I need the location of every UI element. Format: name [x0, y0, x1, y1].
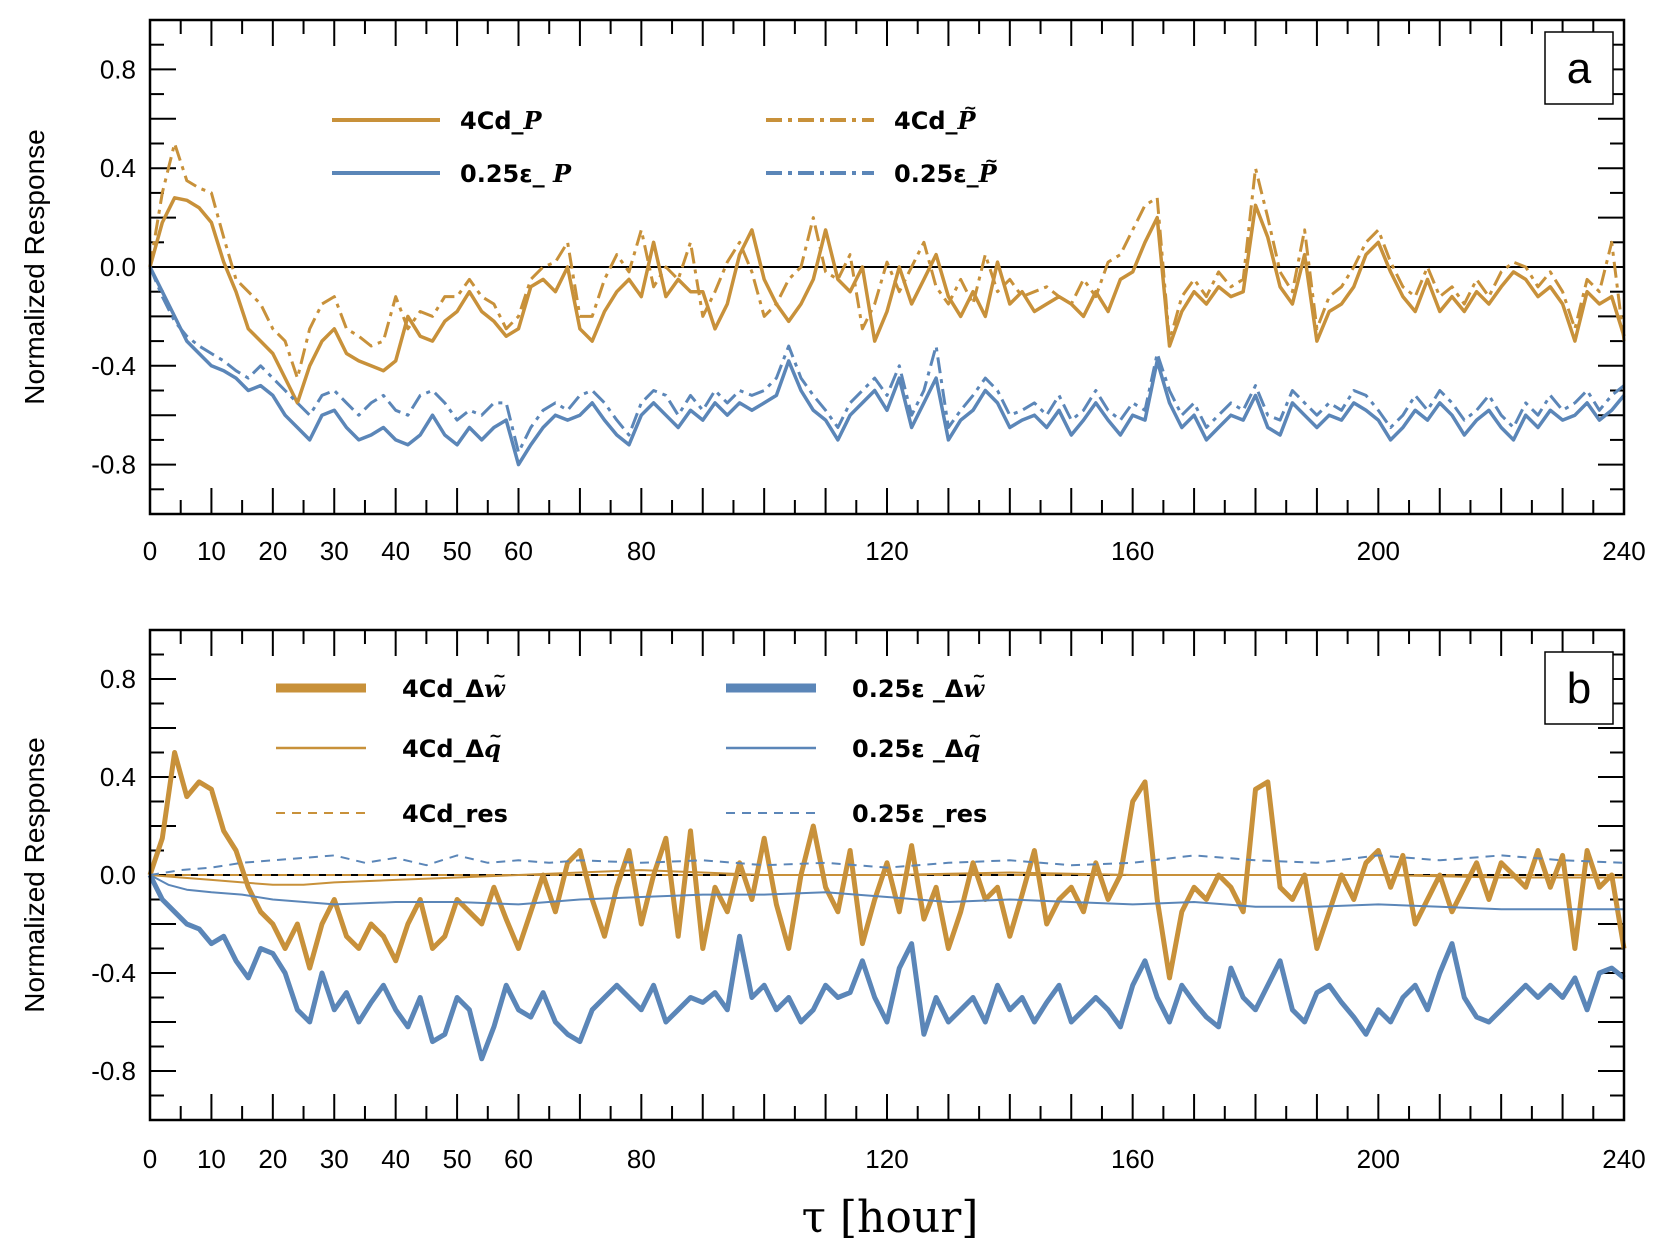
panel-a-ytick-labels: 0.8 0.4 0.0 -0.4 -0.8 — [91, 54, 136, 479]
series-line-4Cd_Δw~ — [150, 753, 1624, 978]
legend-label: 0.25ε _res — [852, 800, 987, 828]
series-line-4Cd_P~ — [150, 144, 1624, 379]
y-tick-label: 0.0 — [100, 860, 136, 890]
x-tick-label: 50 — [443, 536, 472, 566]
legend-label: 0.25ε _Δq~ — [852, 726, 982, 763]
x-tick-label: 40 — [381, 536, 410, 566]
panel-a-label-box: a — [1545, 32, 1613, 104]
panel-b: 0.8 0.4 0.0 -0.4 -0.8 0 10 20 30 40 50 60 80 120 160 2… — [19, 630, 1646, 1174]
x-tick-label: 80 — [627, 1144, 656, 1174]
legend-label: 4Cd_res — [402, 800, 508, 828]
figure: 0.8 0.4 0.0 -0.4 -0.8 0 10 20 30 40 50 60 80 120 160 2… — [0, 0, 1663, 1258]
legend-label: 4Cd_P~ — [894, 98, 977, 135]
x-axis-label: τ [hour] — [802, 1192, 979, 1243]
y-tick-label: 0.4 — [100, 762, 136, 792]
y-tick-label: 0.4 — [100, 153, 136, 183]
y-tick-label: 0.0 — [100, 252, 136, 282]
x-tick-label: 120 — [865, 1144, 908, 1174]
x-tick-label: 200 — [1357, 1144, 1400, 1174]
x-tick-label: 240 — [1602, 1144, 1645, 1174]
x-tick-label: 240 — [1602, 536, 1645, 566]
panel-b-ylabel: Normalized Response — [19, 737, 50, 1012]
x-tick-label: 10 — [197, 1144, 226, 1174]
series-line-4Cd_P — [150, 198, 1624, 403]
x-tick-label: 0 — [143, 536, 157, 566]
x-tick-label: 60 — [504, 1144, 533, 1174]
legend-label: 4Cd_Δq~ — [402, 726, 502, 763]
x-tick-label: 40 — [381, 1144, 410, 1174]
panel-b-series — [150, 753, 1624, 1059]
y-tick-label: -0.4 — [91, 351, 136, 381]
x-tick-label: 20 — [258, 536, 287, 566]
x-tick-label: 30 — [320, 536, 349, 566]
x-tick-label: 30 — [320, 1144, 349, 1174]
panel-a-legend: 4Cd_P 4Cd_P~ 0.25ε_ P 0.25ε_P~ — [332, 98, 998, 188]
legend-label: 0.25ε_ P — [460, 159, 572, 188]
panel-a-series — [150, 144, 1624, 465]
panel-a-label: a — [1567, 44, 1592, 93]
panel-b-xtick-labels: 0 10 20 30 40 50 60 80 120 160 200 240 — [143, 1144, 1646, 1174]
x-tick-label: 50 — [443, 1144, 472, 1174]
x-tick-label: 200 — [1357, 536, 1400, 566]
x-tick-label: 20 — [258, 1144, 287, 1174]
y-tick-label: -0.4 — [91, 958, 136, 988]
x-tick-label: 160 — [1111, 1144, 1154, 1174]
legend-label: 4Cd_P — [460, 106, 543, 135]
panel-a: 0.8 0.4 0.0 -0.4 -0.8 0 10 20 30 40 50 60 80 120 160 2… — [19, 20, 1646, 566]
y-tick-label: 0.8 — [100, 664, 136, 694]
legend-label: 0.25ε_P~ — [894, 151, 998, 188]
legend-label: 0.25ε _Δw~ — [852, 666, 986, 703]
y-tick-label: 0.8 — [100, 54, 136, 84]
panel-b-legend: 4Cd_Δw~ 0.25ε _Δw~ 4Cd_Δq~ 0.25ε _Δq~ 4Cd_re… — [276, 666, 987, 828]
legend-label: 4Cd_Δw~ — [402, 666, 506, 703]
panel-b-label: b — [1567, 664, 1591, 713]
panel-a-ylabel: Normalized Response — [19, 129, 50, 404]
x-tick-label: 60 — [504, 536, 533, 566]
x-tick-label: 0 — [143, 1144, 157, 1174]
x-tick-label: 80 — [627, 536, 656, 566]
x-tick-label: 120 — [865, 536, 908, 566]
y-tick-label: -0.8 — [91, 1056, 136, 1086]
panel-a-xtick-labels: 0 10 20 30 40 50 60 80 120 160 200 240 — [143, 536, 1646, 566]
panel-b-label-box: b — [1545, 652, 1613, 724]
panel-b-ytick-labels: 0.8 0.4 0.0 -0.4 -0.8 — [91, 664, 136, 1086]
x-tick-label: 160 — [1111, 536, 1154, 566]
y-tick-label: -0.8 — [91, 450, 136, 480]
x-tick-label: 10 — [197, 536, 226, 566]
